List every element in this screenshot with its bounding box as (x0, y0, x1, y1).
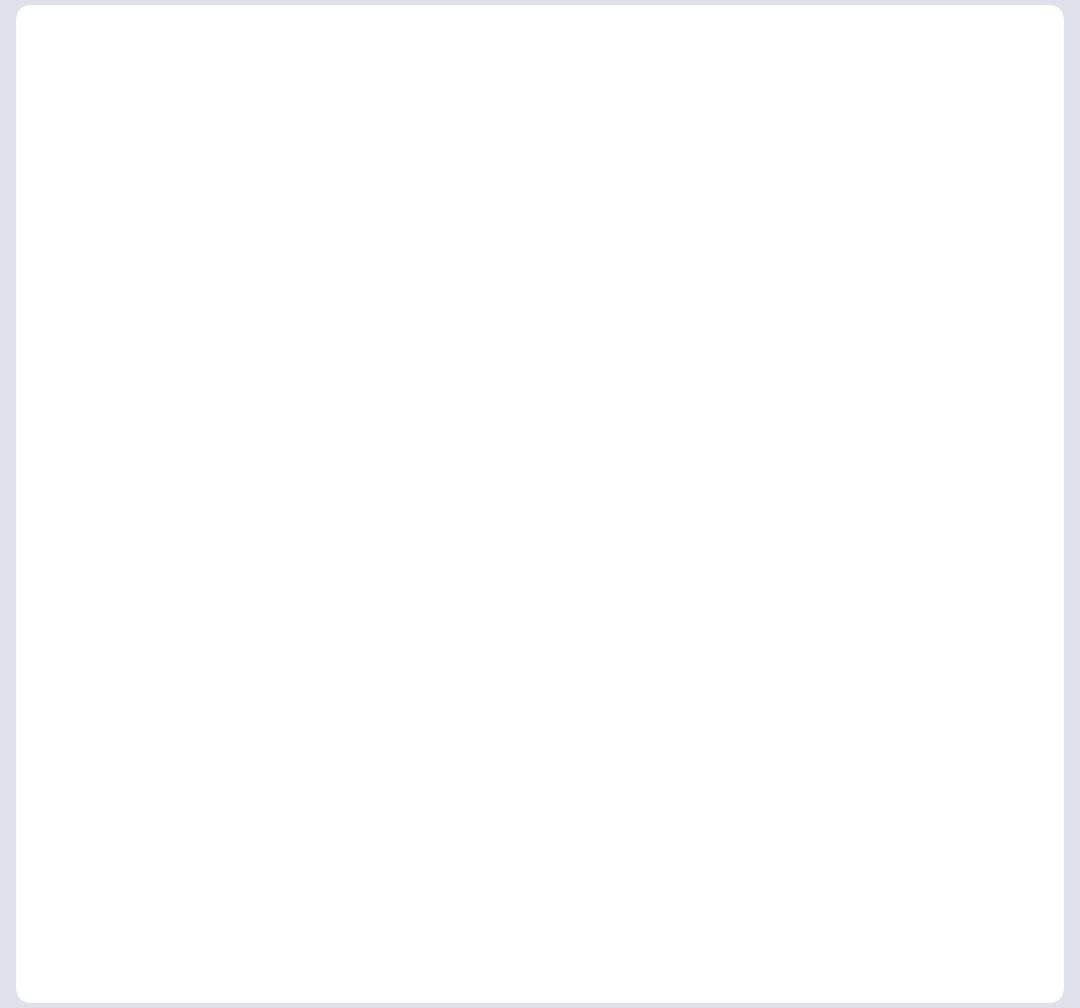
Text: horizontal direction (ignoring the: horizontal direction (ignoring the (75, 271, 670, 305)
Text: $\theta = 60°$: $\theta = 60°$ (565, 680, 664, 708)
Text: 2: 2 (831, 45, 846, 69)
Text: distance of 3 meters on the floor in the: distance of 3 meters on the floor in the (75, 199, 783, 233)
Text: $\vec{F}_2 = 9\ \mathrm{N}$: $\vec{F}_2 = 9\ \mathrm{N}$ (570, 396, 680, 435)
Text: What is the net work done from the: What is the net work done from the (75, 55, 718, 89)
Bar (330, 580, 561, 720)
Text: forces acting on the box to move it a: forces acting on the box to move it a (75, 127, 742, 161)
Bar (75, 720, 870, 760)
Text: $\vec{F}_1 = 5\ \mathrm{N}$: $\vec{F}_1 = 5\ \mathrm{N}$ (265, 582, 375, 620)
Text: $\vec{F}_3 = 3\ \mathrm{N}$: $\vec{F}_3 = 3\ \mathrm{N}$ (460, 845, 570, 884)
Text: friction losses).: friction losses). (75, 343, 350, 377)
